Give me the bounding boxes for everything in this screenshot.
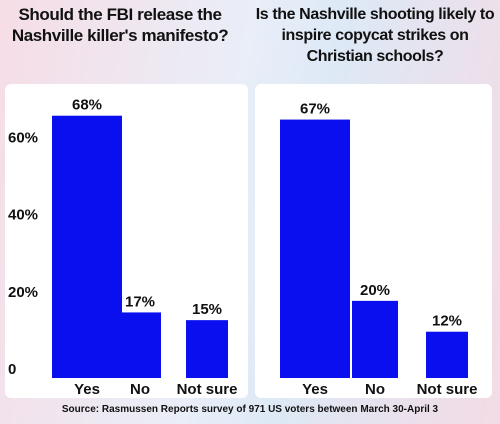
y-tick-label: 20% bbox=[8, 284, 38, 301]
y-tick-label: 40% bbox=[8, 207, 38, 224]
x-tick-label: Not sure bbox=[177, 381, 238, 398]
value-label: 68% bbox=[72, 97, 102, 114]
x-tick-label: No bbox=[365, 381, 385, 398]
bar bbox=[186, 320, 228, 378]
y-tick-label: 0 bbox=[8, 361, 16, 378]
value-label: 20% bbox=[360, 282, 390, 299]
bar bbox=[352, 300, 398, 378]
y-tick-label: 60% bbox=[8, 130, 38, 147]
source-note: Source: Rasmussen Reports survey of 971 … bbox=[61, 404, 439, 415]
value-label: 17% bbox=[125, 293, 155, 310]
value-label: 67% bbox=[300, 101, 330, 118]
chart-title: Is the Nashville shooting likely to insp… bbox=[255, 6, 495, 65]
bar bbox=[52, 115, 122, 378]
x-tick-label: Yes bbox=[302, 381, 328, 398]
x-tick-label: Yes bbox=[74, 381, 100, 398]
bar bbox=[426, 331, 468, 378]
value-label: 12% bbox=[432, 313, 462, 330]
chart-title: Should the FBI release the Nashville kil… bbox=[11, 5, 229, 45]
x-tick-label: No bbox=[130, 381, 150, 398]
value-label: 15% bbox=[192, 301, 222, 318]
bar bbox=[119, 312, 161, 378]
x-tick-label: Not sure bbox=[417, 381, 478, 398]
bar bbox=[280, 119, 350, 379]
